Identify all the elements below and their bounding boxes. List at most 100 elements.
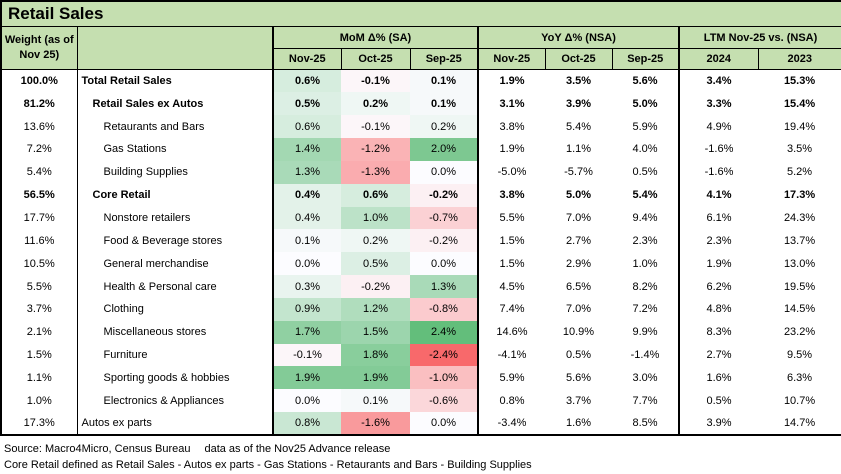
yoy-cell[interactable]: 3.9%	[545, 92, 612, 116]
mom-cell[interactable]: 0.2%	[341, 229, 410, 253]
weight-cell[interactable]: 17.7%	[1, 206, 77, 230]
yoy-cell[interactable]: 5.4%	[545, 115, 612, 139]
ltm-cell[interactable]: 6.2%	[678, 275, 758, 298]
yoy-cell[interactable]: 3.5%	[545, 69, 612, 93]
weight-cell[interactable]: 100.0%	[1, 69, 77, 93]
mom-cell[interactable]: 0.4%	[272, 183, 341, 207]
yoy-cell[interactable]: 10.9%	[545, 320, 612, 344]
mom-cell[interactable]: -0.2%	[341, 275, 410, 298]
mom-cell[interactable]: -0.8%	[410, 297, 478, 321]
yoy-cell[interactable]: 3.8%	[477, 115, 545, 139]
ltm-cell[interactable]: 15.4%	[758, 92, 841, 116]
yoy-cell[interactable]: 5.5%	[477, 206, 545, 230]
mom-cell[interactable]: 0.5%	[272, 92, 341, 116]
yoy-cell[interactable]: 8.2%	[612, 275, 679, 298]
weight-cell[interactable]: 1.1%	[1, 366, 77, 390]
mom-cell[interactable]: 0.4%	[272, 206, 341, 230]
ltm-cell[interactable]: 2.7%	[678, 343, 758, 367]
ltm-cell[interactable]: 19.4%	[758, 115, 841, 139]
mom-cell[interactable]: 0.6%	[272, 115, 341, 139]
yoy-cell[interactable]: 9.9%	[612, 320, 679, 344]
yoy-cell[interactable]: 2.7%	[545, 229, 612, 253]
mom-cell[interactable]: 0.9%	[272, 297, 341, 321]
mom-cell[interactable]: -1.0%	[410, 366, 478, 390]
yoy-cell[interactable]: 0.5%	[612, 160, 679, 184]
ltm-cell[interactable]: 3.3%	[678, 92, 758, 116]
weight-cell[interactable]: 7.2%	[1, 138, 77, 161]
col-header-yoy-nov25[interactable]: Nov-25	[477, 48, 546, 70]
group-header-yoy[interactable]: YoY Δ% (NSA)	[477, 26, 680, 49]
yoy-cell[interactable]: 0.5%	[545, 343, 612, 367]
mom-cell[interactable]: 0.1%	[272, 229, 341, 253]
mom-cell[interactable]: 0.0%	[410, 412, 478, 435]
yoy-cell[interactable]: 9.4%	[612, 206, 679, 230]
yoy-cell[interactable]: 6.5%	[545, 275, 612, 298]
yoy-cell[interactable]: 5.9%	[477, 366, 545, 390]
category-cell[interactable]: Sporting goods & hobbies	[76, 366, 273, 390]
weight-cell[interactable]: 5.4%	[1, 160, 77, 184]
yoy-cell[interactable]: 7.0%	[545, 206, 612, 230]
ltm-cell[interactable]: 6.1%	[678, 206, 758, 230]
mom-cell[interactable]: 0.5%	[341, 252, 410, 276]
category-cell[interactable]: Furniture	[76, 343, 273, 367]
category-cell[interactable]: Electronics & Appliances	[76, 389, 273, 413]
category-cell[interactable]: Miscellaneous stores	[76, 320, 273, 344]
mom-cell[interactable]: 1.9%	[272, 366, 341, 390]
category-cell[interactable]: Building Supplies	[76, 160, 273, 184]
category-cell[interactable]: Food & Beverage stores	[76, 229, 273, 253]
mom-cell[interactable]: 0.6%	[341, 183, 410, 207]
mom-cell[interactable]: 1.8%	[341, 343, 410, 367]
yoy-cell[interactable]: -3.4%	[477, 412, 545, 435]
yoy-cell[interactable]: 3.1%	[477, 92, 545, 116]
yoy-cell[interactable]: 4.5%	[477, 275, 545, 298]
category-cell[interactable]: Autos ex parts	[76, 412, 273, 435]
ltm-cell[interactable]: 8.3%	[678, 320, 758, 344]
group-header-ltm[interactable]: LTM Nov-25 vs. (NSA)	[677, 26, 841, 49]
mom-cell[interactable]: 2.0%	[410, 138, 478, 161]
category-cell[interactable]: Health & Personal care	[76, 275, 273, 298]
yoy-cell[interactable]: 1.5%	[477, 252, 545, 276]
mom-cell[interactable]: -0.2%	[410, 229, 478, 253]
ltm-cell[interactable]: -1.6%	[678, 138, 758, 161]
ltm-cell[interactable]: 13.0%	[758, 252, 841, 276]
category-cell[interactable]: Nonstore retailers	[76, 206, 273, 230]
ltm-cell[interactable]: 1.6%	[678, 366, 758, 390]
mom-cell[interactable]: 1.2%	[341, 297, 410, 321]
yoy-cell[interactable]: 7.7%	[612, 389, 679, 413]
yoy-cell[interactable]: 1.5%	[477, 229, 545, 253]
ltm-cell[interactable]: 6.3%	[758, 366, 841, 390]
yoy-cell[interactable]: 0.8%	[477, 389, 545, 413]
weight-cell[interactable]: 81.2%	[1, 92, 77, 116]
mom-cell[interactable]: -0.6%	[410, 389, 478, 413]
col-header-ltm-2024[interactable]: 2024	[678, 48, 759, 70]
mom-cell[interactable]: -0.1%	[341, 115, 410, 139]
category-cell[interactable]: Retaurants and Bars	[76, 115, 273, 139]
mom-cell[interactable]: -2.4%	[410, 343, 478, 367]
yoy-cell[interactable]: 8.5%	[612, 412, 679, 435]
yoy-cell[interactable]: 7.2%	[612, 297, 679, 321]
category-cell[interactable]: General merchandise	[76, 252, 273, 276]
yoy-cell[interactable]: 2.9%	[545, 252, 612, 276]
mom-cell[interactable]: 0.8%	[272, 412, 341, 435]
ltm-cell[interactable]: 4.8%	[678, 297, 758, 321]
mom-cell[interactable]: 1.3%	[410, 275, 478, 298]
mom-cell[interactable]: 1.9%	[341, 366, 410, 390]
weight-cell[interactable]: 13.6%	[1, 115, 77, 139]
mom-cell[interactable]: 1.7%	[272, 320, 341, 344]
ltm-cell[interactable]: 13.7%	[758, 229, 841, 253]
mom-cell[interactable]: -1.3%	[341, 160, 410, 184]
ltm-cell[interactable]: 9.5%	[758, 343, 841, 367]
ltm-cell[interactable]: 10.7%	[758, 389, 841, 413]
ltm-cell[interactable]: 4.1%	[678, 183, 758, 207]
category-cell[interactable]: Gas Stations	[76, 138, 273, 161]
ltm-cell[interactable]: 2.3%	[678, 229, 758, 253]
yoy-cell[interactable]: 5.0%	[545, 183, 612, 207]
col-header-ltm-2023[interactable]: 2023	[757, 48, 841, 70]
yoy-cell[interactable]: 5.6%	[612, 69, 679, 93]
ltm-cell[interactable]: 1.9%	[678, 252, 758, 276]
mom-cell[interactable]: 0.6%	[272, 69, 341, 93]
yoy-cell[interactable]: -1.4%	[612, 343, 679, 367]
yoy-cell[interactable]: 5.6%	[545, 366, 612, 390]
mom-cell[interactable]: 0.2%	[410, 115, 478, 139]
mom-cell[interactable]: 0.0%	[410, 160, 478, 184]
